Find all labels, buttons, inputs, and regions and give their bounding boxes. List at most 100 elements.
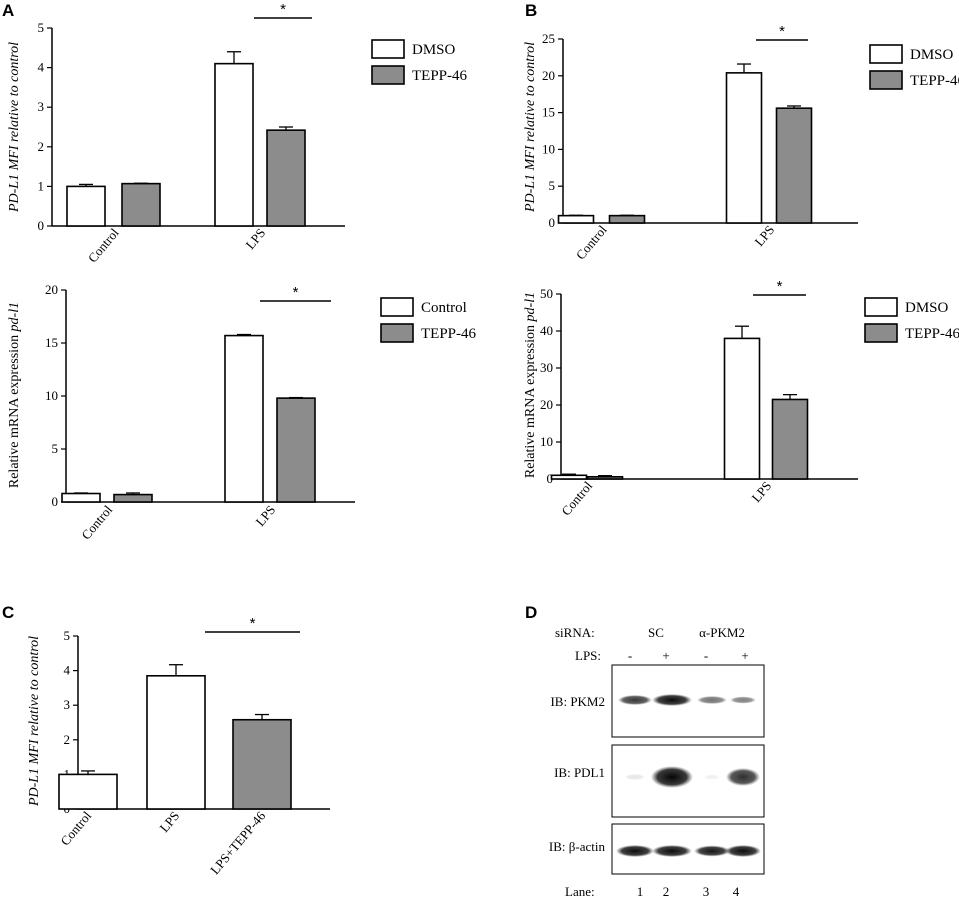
y-tick-label: 25: [542, 31, 555, 46]
legend-label: Control: [421, 300, 467, 316]
band-row2-lane1: [625, 774, 645, 780]
band-row3-lane1: [616, 845, 654, 857]
bar-tepp-46-control: [121, 182, 161, 227]
category-label: Control: [573, 222, 610, 262]
y-tick-label: 10: [45, 388, 58, 403]
category-label: LPS+TEPP-46: [207, 808, 269, 877]
y-tick-label: 30: [540, 360, 553, 375]
bar-tepp-46-lps: [775, 107, 813, 224]
western-blot: siRNA: SC α-PKM2 LPS: - + - + IB: PKM2 I…: [549, 625, 765, 899]
y-tick-label: 0: [549, 215, 556, 230]
legend-label: DMSO: [905, 300, 949, 316]
sirna-group-pkm2: α-PKM2: [699, 625, 745, 640]
legend-label: TEPP-46: [905, 326, 959, 342]
legend-swatch: [864, 297, 898, 317]
significance-star: *: [250, 615, 256, 632]
category-label: LPS: [252, 502, 278, 529]
panel-label-d: D: [525, 603, 537, 622]
y-tick-label: 0: [52, 494, 59, 509]
panel-label-b: B: [525, 1, 537, 20]
band-row1-lane4: [730, 696, 756, 704]
blot-bands: [616, 694, 761, 857]
y-axis-label: PD-L1 MFI relative to control: [27, 636, 42, 807]
y-tick-label: 4: [38, 60, 45, 75]
lane-number-3: 3: [703, 884, 710, 899]
category-label: LPS: [748, 478, 774, 505]
bar-dmso-control: [557, 214, 595, 224]
charts-layer: 0 1 2 3 4 5 PD-L1 MFI relative to control Contr…: [7, 1, 959, 877]
legend-swatch: [371, 39, 405, 59]
legend-label: TEPP-46: [412, 68, 468, 84]
lps-sign-3: -: [704, 648, 708, 663]
legend-swatch: [380, 297, 414, 317]
y-tick-label: 5: [52, 441, 59, 456]
chart-a-top: 0 1 2 3 4 5 PD-L1 MFI relative to control Contr…: [7, 1, 468, 265]
y-axis-label: PD-L1 MFI relative to control: [7, 42, 22, 213]
bar-tepp-46-control: [113, 493, 153, 503]
lps-sign-1: -: [628, 648, 632, 663]
bar-dmso-control: [550, 474, 588, 480]
y-axis-label: Relative mRNA expression pd-l1: [7, 302, 22, 488]
legend-swatch: [380, 323, 414, 343]
lane-number-4: 4: [733, 884, 740, 899]
bar-tepp-46-control: [608, 214, 646, 224]
sirna-group-sc: SC: [648, 625, 664, 640]
y-tick-label: 4: [64, 663, 71, 678]
lane-number-2: 2: [663, 884, 670, 899]
blot-row-label-pkm2: IB: PKM2: [550, 694, 605, 709]
significance-star: *: [777, 278, 783, 295]
legend-label: DMSO: [910, 47, 954, 63]
bar-control-lps: [224, 334, 264, 503]
chart-b-top: 0 5 10 15 20 25 PD-L1 MFI relative to control C…: [523, 23, 959, 262]
significance-star: *: [293, 284, 299, 301]
y-axis-label: PD-L1 MFI relative to control: [523, 42, 538, 213]
bar-dmso-lps: [723, 337, 761, 480]
y-tick-label: 10: [540, 434, 553, 449]
band-row3-lane2: [652, 845, 692, 857]
band-row1-lane2: [652, 694, 692, 706]
y-tick-label: 0: [547, 471, 554, 486]
band-row2-lane2: [651, 766, 693, 788]
y-tick-label: 20: [540, 397, 553, 412]
bar-3: [232, 718, 292, 810]
lps-sign-2: +: [662, 648, 669, 663]
bar-dmso-control: [66, 185, 106, 227]
y-tick-label: 2: [38, 139, 45, 154]
chart-a-bottom: 0 5 10 15 20 Relative mRNA expression pd-l1 Co…: [7, 282, 477, 542]
y-tick-label: 3: [38, 99, 45, 114]
bar-1: [58, 773, 118, 810]
y-tick-label: 5: [38, 20, 45, 35]
legend-label: TEPP-46: [910, 73, 959, 89]
lane-number-1: 1: [637, 884, 644, 899]
category-label: Control: [85, 225, 122, 265]
y-tick-label: 5: [549, 178, 556, 193]
y-tick-label: 15: [542, 105, 555, 120]
lane-label: Lane:: [565, 884, 595, 899]
bar-2: [146, 674, 206, 810]
y-tick-label: 20: [45, 282, 58, 297]
legend-label: TEPP-46: [421, 326, 477, 342]
y-tick-label: 3: [64, 697, 71, 712]
category-label: Control: [558, 478, 595, 518]
bar-tepp-46-lps: [276, 397, 316, 503]
y-tick-label: 40: [540, 323, 553, 338]
bar-dmso-lps: [725, 72, 763, 224]
legend-label: DMSO: [412, 42, 456, 58]
lps-sign-4: +: [741, 648, 748, 663]
legend-swatch: [869, 70, 903, 90]
legend-swatch: [371, 65, 405, 85]
legend-swatch: [864, 323, 898, 343]
band-row3-lane4: [725, 845, 761, 857]
category-label: Control: [78, 502, 115, 542]
bar-control-control: [61, 492, 101, 503]
category-label: LPS: [751, 222, 777, 249]
band-row1-lane3: [697, 696, 727, 704]
significance-star: *: [779, 23, 785, 40]
y-tick-label: 0: [38, 218, 45, 233]
lps-label: LPS:: [575, 648, 601, 663]
significance-star: *: [280, 1, 286, 18]
panel-label-a: A: [2, 1, 14, 20]
band-row3-lane3: [694, 845, 730, 857]
